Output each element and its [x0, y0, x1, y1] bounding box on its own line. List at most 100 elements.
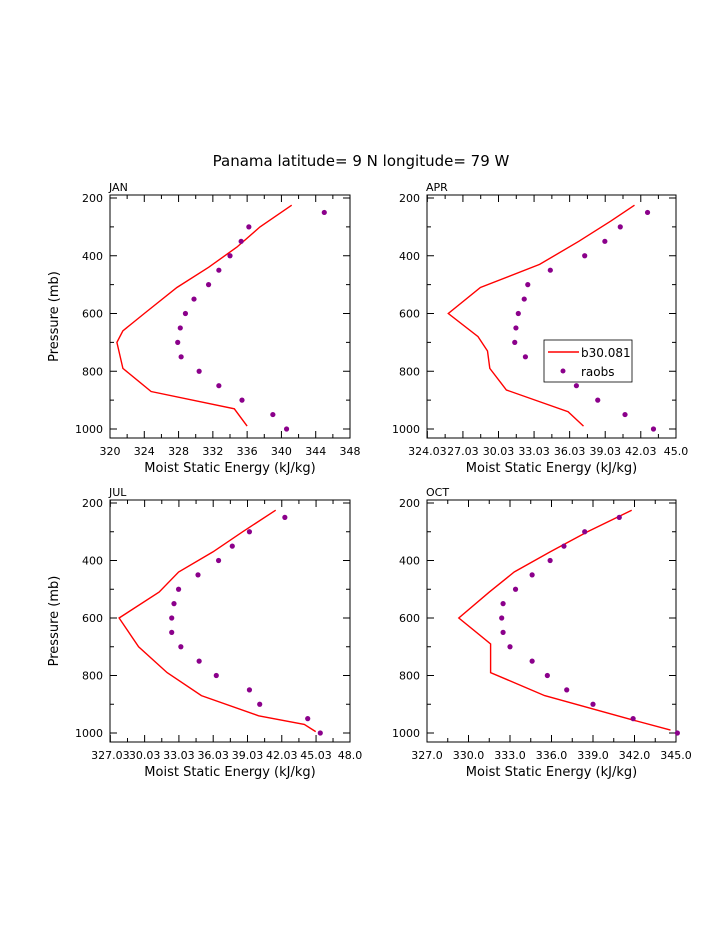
panel-frame-apr	[426, 194, 677, 439]
raobs-point-jul	[169, 629, 175, 635]
x-tick-label-jul: 30.03	[129, 749, 161, 762]
x-tick-label-jul: 45.03	[300, 749, 332, 762]
y-tick-label-jan: 600	[82, 308, 103, 321]
x-axis-label-jul: Moist Static Energy (kJ/kg)	[144, 765, 315, 780]
raobs-point-apr	[515, 310, 521, 317]
x-tick-label-jan: 320	[100, 445, 121, 458]
raobs-point-jan	[238, 238, 244, 244]
panel-oct: OCT 327.0 330.0 333.0 336.0 339.0 342.0 345.0 20…	[392, 486, 692, 780]
raobs-point-apr	[522, 354, 529, 360]
raobs-point-oct	[630, 716, 636, 722]
raobs-point-jul	[282, 514, 288, 520]
raobs-point-apr	[513, 325, 519, 331]
x-tick-label-jul: 36.03	[197, 749, 229, 762]
raobs-point-jan	[246, 224, 252, 230]
legend-raobs-label: raobs	[581, 365, 615, 379]
y-tick-label-jul: 800	[82, 670, 103, 683]
raobs-point-jan	[321, 209, 327, 216]
panel-label-oct: OCT	[426, 486, 449, 499]
raobs-point-jul	[169, 615, 175, 621]
raobs-point-oct	[529, 658, 535, 664]
x-tick-label-jan: 328	[168, 445, 189, 458]
raobs-point-apr	[617, 224, 623, 230]
x-tick-label-apr: 27.03	[447, 445, 479, 458]
raobs-point-jan	[239, 397, 245, 403]
panel-label-apr: APR	[426, 181, 448, 194]
raobs-point-jan	[182, 310, 189, 317]
raobs-point-apr	[582, 253, 588, 259]
raobs-point-jan	[270, 411, 276, 418]
raobs-point-jan	[205, 282, 212, 288]
panel-jul: JUL 327.03 30.03 33.03 36.03 39.03 42.03 45.03 4…	[47, 486, 362, 780]
y-axis-label-jan: Pressure (mb)	[47, 271, 62, 362]
x-tick-label-apr: 39.03	[589, 445, 621, 458]
x-tick-label-apr: 33.03	[518, 445, 550, 458]
raobs-point-oct	[674, 730, 680, 736]
model-line-jul	[118, 509, 317, 733]
y-tick-label-apr: 600	[399, 308, 420, 321]
x-tick-label-oct: 333.0	[494, 749, 526, 762]
x-tick-label-apr: 36.03	[554, 445, 586, 458]
raobs-point-apr	[622, 411, 628, 418]
raobs-point-jul	[195, 572, 201, 578]
x-tick-label-oct: 345.0	[660, 749, 692, 762]
model-line-jan	[116, 204, 293, 427]
x-tick-label-oct: 339.0	[577, 749, 609, 762]
y-tick-label-oct: 1000	[392, 727, 420, 740]
raobs-point-apr	[644, 209, 651, 216]
x-tick-label-oct: 330.0	[453, 749, 485, 762]
legend-box	[543, 339, 633, 383]
x-axis-label-jan: Moist Static Energy (kJ/kg)	[144, 461, 315, 476]
raobs-point-jan	[283, 426, 290, 432]
raobs-point-oct	[529, 572, 535, 578]
x-tick-label-apr: 324.03	[408, 445, 447, 458]
raobs-point-oct	[616, 514, 622, 520]
x-tick-label-jan: 344	[305, 445, 326, 458]
raobs-point-jul	[246, 529, 253, 535]
raobs-point-jul	[215, 557, 222, 564]
x-tick-label-jul: 42.03	[266, 749, 298, 762]
x-tick-label-oct: 336.0	[536, 749, 568, 762]
y-tick-label-apr: 400	[399, 250, 420, 263]
raobs-point-jul	[196, 658, 202, 664]
panel-label-jul: JUL	[108, 486, 127, 499]
raobs-point-oct	[507, 644, 513, 650]
y-tick-label-jan: 200	[82, 192, 103, 205]
y-tick-label-oct: 400	[399, 555, 420, 568]
x-axis-label-oct: Moist Static Energy (kJ/kg)	[466, 765, 637, 780]
x-tick-label-jan: 340	[271, 445, 292, 458]
raobs-point-jan	[216, 383, 222, 389]
raobs-point-apr	[512, 339, 518, 345]
raobs-point-oct	[500, 601, 506, 607]
raobs-point-jan	[177, 325, 183, 331]
panel-frame-oct	[426, 499, 677, 743]
raobs-point-jan	[175, 339, 181, 345]
raobs-point-jul	[178, 644, 184, 650]
raobs-point-jul	[305, 716, 311, 722]
raobs-point-apr	[573, 383, 580, 389]
x-tick-label-oct: 342.0	[619, 749, 651, 762]
panel-label-jan: JAN	[108, 181, 128, 194]
legend-model-label: b30.081	[581, 346, 631, 360]
model-line-apr	[447, 204, 635, 427]
raobs-point-apr	[547, 267, 553, 273]
y-tick-label-jul: 600	[82, 612, 103, 625]
raobs-point-jan	[178, 354, 184, 360]
y-tick-label-jul: 200	[82, 497, 103, 510]
raobs-point-oct	[590, 701, 596, 707]
legend-raobs-marker-swatch	[560, 368, 566, 374]
x-tick-label-apr: 42.03	[625, 445, 657, 458]
raobs-point-jan	[227, 253, 233, 259]
x-tick-label-oct: 327.0	[411, 749, 443, 762]
y-tick-label-oct: 200	[399, 497, 420, 510]
y-tick-label-oct: 600	[399, 612, 420, 625]
raobs-point-jul	[257, 701, 263, 707]
raobs-point-apr	[521, 296, 527, 302]
raobs-point-oct	[582, 529, 588, 535]
raobs-point-apr	[650, 426, 657, 432]
panels-group: JAN 320 324 328 332 336 340 344 348 200 400 600 800 1…	[47, 181, 692, 780]
raobs-point-jul	[175, 586, 182, 592]
raobs-point-oct	[564, 687, 570, 693]
raobs-point-oct	[500, 629, 506, 635]
x-tick-label-jul: 33.03	[163, 749, 195, 762]
